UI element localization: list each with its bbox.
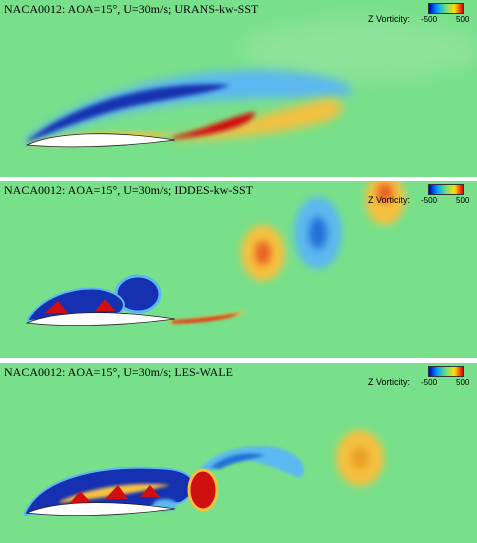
colorbar-max-label: 500 <box>456 15 470 24</box>
colorbar-min-label: -500 <box>421 378 438 387</box>
panel-title: NACA0012: AOA=15°, U=30m/s; LES-WALE <box>4 365 233 379</box>
vorticity-field-les <box>0 363 477 543</box>
panel-title: NACA0012: AOA=15°, U=30m/s; URANS-kw-SST <box>4 2 259 16</box>
colorbar-label: Z Vorticity: <box>367 195 410 205</box>
vorticity-field-urans <box>0 0 477 177</box>
colorbar-min-label: -500 <box>421 196 438 205</box>
colorbar <box>428 3 464 14</box>
airfoil-urans <box>25 133 176 148</box>
airfoil-iddes <box>25 312 176 327</box>
colorbar <box>428 366 464 377</box>
colorbar-label: Z Vorticity: <box>367 377 410 387</box>
airfoil-les <box>25 502 176 517</box>
colorbar <box>428 184 464 195</box>
colorbar-min-label: -500 <box>421 15 438 24</box>
panel-iddes: NACA0012: AOA=15°, U=30m/s; IDDES-kw-SST… <box>0 181 477 358</box>
panel-urans: NACA0012: AOA=15°, U=30m/s; URANS-kw-SST… <box>0 0 477 177</box>
colorbar-max-label: 500 <box>456 196 470 205</box>
panel-title: NACA0012: AOA=15°, U=30m/s; IDDES-kw-SST <box>4 183 254 197</box>
panel-les: NACA0012: AOA=15°, U=30m/s; LES-WALE Z V… <box>0 363 477 543</box>
vorticity-field-iddes <box>0 181 477 358</box>
colorbar-max-label: 500 <box>456 378 470 387</box>
colorbar-label: Z Vorticity: <box>367 14 410 24</box>
